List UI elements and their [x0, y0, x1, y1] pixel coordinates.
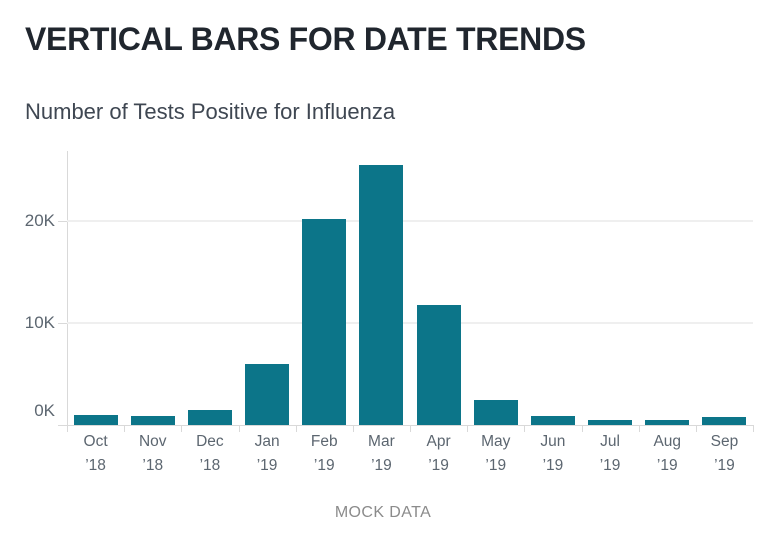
y-axis-tick: [58, 323, 67, 324]
bar-jan-19[interactable]: [245, 363, 290, 425]
x-label-year: ’18: [142, 456, 164, 474]
x-axis-label: Oct ’18: [67, 430, 124, 477]
chart-title: Number of Tests Positive for Influenza: [25, 99, 396, 124]
x-axis-tick: [695, 425, 697, 432]
x-axis-tick: [581, 425, 583, 432]
bar-oct-18[interactable]: [73, 414, 118, 425]
x-label-month: Nov: [138, 433, 167, 450]
x-axis-label: Jul ’19: [582, 430, 639, 477]
x-axis-label: Mar ’19: [353, 430, 410, 477]
x-axis-label: Apr ’19: [410, 430, 467, 477]
page-title: VERTICAL BARS FOR DATE TRENDS: [25, 21, 586, 57]
y-axis-tick: [58, 221, 67, 222]
x-axis-tick: [467, 425, 469, 432]
bar-sep-19[interactable]: [702, 416, 747, 425]
x-label-year: ’19: [313, 456, 335, 474]
x-axis-tick: [124, 425, 126, 432]
x-label-month: Jun: [540, 433, 566, 450]
bar-nov-18[interactable]: [130, 415, 175, 425]
x-label-year: ’19: [256, 456, 278, 474]
x-axis-label: Nov ’18: [124, 430, 181, 477]
x-label-year: ’18: [85, 456, 106, 474]
x-label-month: Jul: [600, 433, 620, 450]
x-axis-tick: [295, 425, 297, 432]
x-axis-tick: [352, 425, 354, 432]
x-axis-tick: [238, 425, 240, 432]
bar-may-19[interactable]: [473, 399, 518, 425]
x-axis-tick: [181, 425, 183, 432]
x-axis-tick: [410, 425, 411, 432]
x-axis-label: Sep ’19: [696, 430, 753, 477]
x-axis-label: Jan ’19: [239, 430, 296, 477]
x-axis-tick: [524, 425, 526, 432]
x-label-year: ’19: [714, 456, 735, 474]
y-axis-label: 10K: [24, 313, 55, 332]
x-label-year: ’19: [371, 456, 392, 474]
x-axis-tick: [753, 425, 754, 432]
y-axis-tick: [58, 425, 67, 426]
bar-jun-19[interactable]: [530, 415, 575, 425]
bar-aug-19[interactable]: [645, 419, 690, 425]
x-axis-label: Feb ’19: [296, 430, 353, 477]
bar-dec-18[interactable]: [187, 409, 232, 425]
x-label-month: Mar: [368, 433, 395, 450]
x-label-year: ’19: [428, 456, 449, 474]
y-gridline: [67, 322, 753, 324]
x-label-month: Jan: [254, 433, 280, 450]
y-axis-label: 0K: [34, 401, 55, 420]
x-label-year: ’18: [199, 456, 221, 474]
x-label-year: ’19: [485, 456, 507, 474]
y-axis-line: [67, 151, 68, 432]
x-label-month: Feb: [310, 433, 338, 450]
x-label-month: Apr: [426, 433, 451, 450]
x-axis-label: Jun ’19: [524, 430, 581, 477]
bar-mar-19[interactable]: [359, 164, 404, 425]
y-axis-label: 20K: [24, 211, 55, 230]
y-gridline: [67, 220, 753, 222]
x-label-year: ’19: [599, 456, 621, 474]
x-label-month: May: [481, 433, 511, 450]
chart-caption: MOCK DATA: [334, 504, 432, 521]
x-axis-label: Aug ’19: [639, 430, 696, 477]
x-label-year: ’19: [656, 456, 678, 474]
bar-feb-19[interactable]: [302, 218, 347, 425]
x-axis-label: May ’19: [467, 430, 524, 477]
x-axis-label: Dec ’18: [181, 430, 238, 477]
x-label-month: Sep: [710, 433, 739, 450]
bar-apr-19[interactable]: [416, 304, 461, 425]
x-label-month: Oct: [83, 433, 108, 450]
x-label-year: ’19: [542, 456, 564, 474]
x-axis-tick: [638, 425, 640, 432]
x-label-month: Dec: [196, 433, 224, 450]
bar-jul-19[interactable]: [588, 419, 633, 425]
x-label-month: Aug: [653, 433, 682, 450]
